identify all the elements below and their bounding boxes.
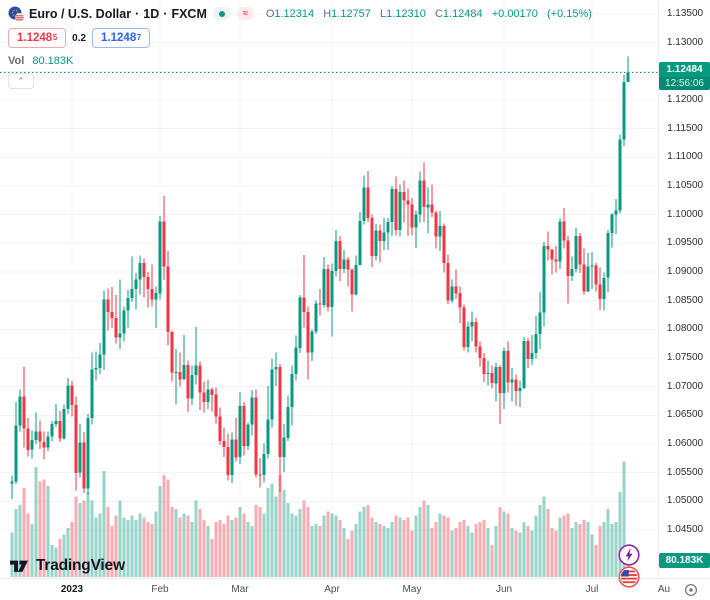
last-volume-badge: 80.183K: [659, 553, 710, 568]
ohlc-readout: O1.12314 H1.12757 L1.12310 C1.12484 +0.0…: [265, 7, 592, 20]
price-tick-label: 1.04500: [666, 524, 704, 535]
boost-lightning-icon[interactable]: [618, 544, 640, 571]
time-tick-label: Feb: [151, 584, 169, 595]
price-tick-label: 1.06500: [666, 409, 704, 420]
price-tick-label: 1.08000: [666, 323, 704, 334]
buy-ask-button[interactable]: 1.1248 7: [92, 28, 151, 48]
price-tick-label: 1.06000: [666, 438, 704, 449]
price-tick-label: 1.05000: [666, 495, 704, 506]
price-tick-label: 1.10500: [666, 180, 704, 191]
price-tick-label: 1.10000: [666, 209, 704, 220]
price-tick-label: 1.07500: [666, 352, 704, 363]
time-tick-label: Apr: [324, 584, 340, 595]
tradingview-wordmark: TradingView: [36, 557, 125, 574]
tradingview-mark-icon: [10, 560, 28, 572]
price-tick-label: 1.12000: [666, 94, 704, 105]
volume-indicator-value: 80.183K: [32, 55, 74, 67]
symbol-pair-logo-icon: [8, 6, 24, 22]
symbol-title[interactable]: Euro / U.S. Dollar: [29, 6, 132, 21]
market-open-status-icon[interactable]: [212, 7, 231, 20]
chart-legend: Euro / U.S. Dollar · 1D · FXCM ≈ O1.1231…: [8, 5, 592, 89]
price-change-percent: (+0.15%): [546, 7, 592, 20]
exchange[interactable]: FXCM: [171, 6, 207, 21]
axis-settings-gear-icon[interactable]: [684, 583, 698, 600]
price-tick-label: 1.07000: [666, 381, 704, 392]
bar-countdown: 12:56:06: [659, 77, 710, 90]
tradingview-logo[interactable]: TradingView: [8, 557, 125, 575]
green-dot-icon: [218, 10, 225, 17]
title-separator: ·: [163, 6, 168, 21]
price-tick-label: 1.09500: [666, 237, 704, 248]
collapse-legend-button[interactable]: ⌃: [8, 73, 34, 89]
price-tick-label: 1.05500: [666, 467, 704, 478]
price-tick-label: 1.09000: [666, 266, 704, 277]
time-tick-label: Au: [657, 584, 671, 595]
timeframe[interactable]: 1D: [143, 6, 160, 21]
price-tick-label: 1.08500: [666, 295, 704, 306]
sell-bid-button[interactable]: 1.1248 5: [8, 28, 67, 48]
time-tick-label: May: [402, 584, 422, 595]
price-axis[interactable]: 1.13500 1.13000 1.12000 1.11500 1.11000 1.105…: [658, 0, 710, 578]
delayed-data-icon[interactable]: ≈: [236, 7, 254, 20]
volume-indicator-legend: Vol 80.183K: [8, 55, 592, 68]
price-change: +0.00170: [491, 7, 538, 20]
price-tick-label: 1.11500: [667, 123, 703, 134]
economic-event-flag-icon[interactable]: [618, 566, 640, 593]
price-tick-label: 1.11000: [667, 151, 703, 162]
price-tick-label: 1.13000: [666, 37, 704, 48]
title-separator: ·: [135, 6, 140, 21]
last-price-badge: 1.12484 12:56:06: [659, 62, 710, 90]
time-tick-label: Jun: [495, 584, 513, 595]
time-tick-label: Jul: [585, 584, 599, 595]
volume-indicator-label: Vol: [8, 55, 25, 67]
time-tick-label: 2023: [60, 584, 84, 595]
time-tick-label: Mar: [231, 584, 249, 595]
last-price-value: 1.12484: [659, 62, 710, 77]
price-tick-label: 1.13500: [666, 8, 704, 19]
spread-value: 0.2: [72, 32, 87, 44]
time-axis[interactable]: 2023 Feb Mar Apr May Jun Jul Au: [0, 578, 710, 600]
